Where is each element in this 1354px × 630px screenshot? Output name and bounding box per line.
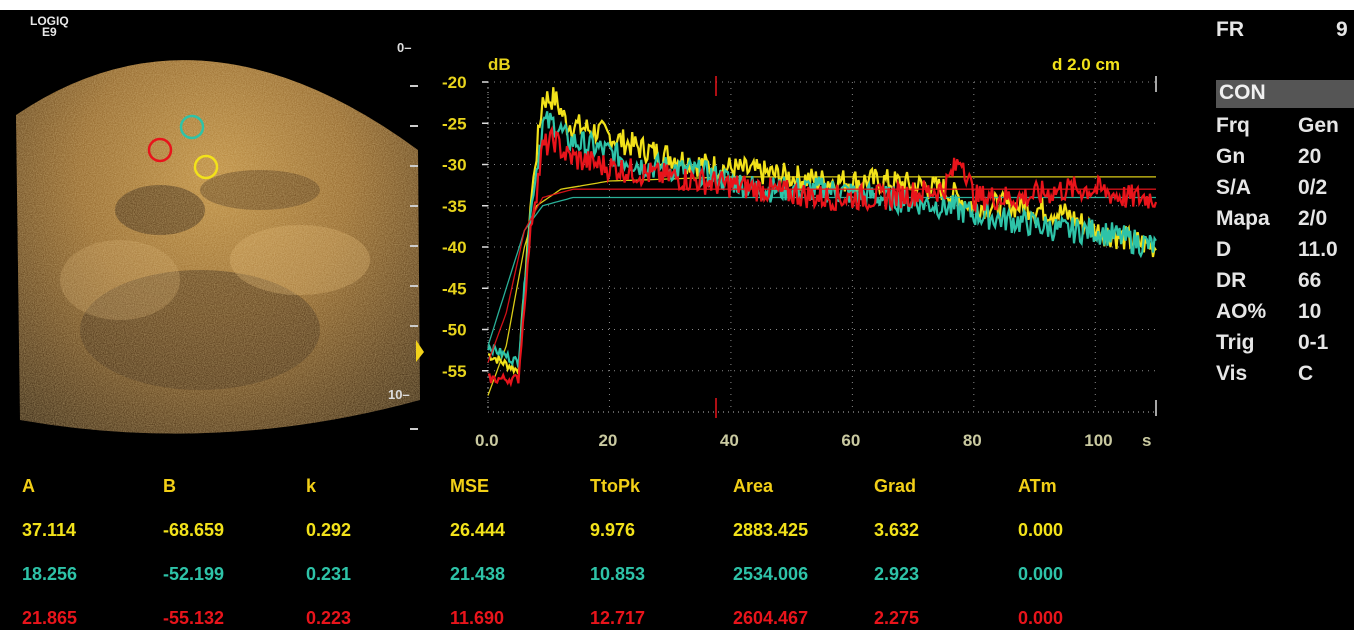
table-cell: 10.853 xyxy=(590,564,646,584)
roi-overlay xyxy=(147,114,219,180)
param-row: AO% 10 xyxy=(1216,300,1321,324)
param-value: 66 xyxy=(1298,269,1322,292)
param-label: Vis xyxy=(1216,362,1248,385)
param-value: C xyxy=(1298,362,1314,385)
param-row: DR 66 xyxy=(1216,269,1321,293)
table-cell: 12.717 xyxy=(590,608,646,628)
table-cell: 26.444 xyxy=(450,520,506,540)
param-value: 20 xyxy=(1298,145,1322,168)
table-cell: 0.231 xyxy=(306,564,352,584)
mode-indicator: CON xyxy=(1216,80,1354,108)
param-label: Trig xyxy=(1216,331,1255,354)
table-cell: 9.976 xyxy=(590,520,636,540)
fit-curve xyxy=(487,176,1156,396)
table-cell: 0.292 xyxy=(306,520,352,540)
raw-curve xyxy=(487,87,1157,375)
y-tick-label: -30 xyxy=(442,156,467,175)
column-header: MSE xyxy=(450,476,490,496)
table-cell: -52.199 xyxy=(163,564,225,584)
column-header: ATm xyxy=(1018,476,1057,496)
y-tick-label: -35 xyxy=(442,197,467,216)
table-cell: 37.114 xyxy=(22,520,77,540)
param-label: Frq xyxy=(1216,114,1250,137)
fit-curve xyxy=(487,188,1156,363)
y-tick-label: -20 xyxy=(442,73,467,92)
param-label: AO% xyxy=(1216,300,1267,323)
device-logo: LOGIQ E9 xyxy=(30,14,69,39)
table-cell: 3.632 xyxy=(874,520,920,540)
column-header: Grad xyxy=(874,476,917,496)
param-row: D 11.0 xyxy=(1216,238,1338,262)
x-tick-label: 80 xyxy=(963,431,982,450)
y-tick-label: -45 xyxy=(442,279,467,298)
x-tick-label: 40 xyxy=(720,431,739,450)
x-tick-label: 60 xyxy=(841,431,860,450)
tic-chart: dB d 2.0 cm s -20 -25 -30 -35 -40 -45 -50 -55 0… xyxy=(442,55,1158,450)
param-value: 0-1 xyxy=(1298,331,1329,354)
table-cell: 21.865 xyxy=(22,608,78,628)
y-axis-ticks: -20 -25 -30 -35 -40 -45 -50 -55 xyxy=(442,73,488,381)
table-cell: 2.275 xyxy=(874,608,920,628)
table-cell: -68.659 xyxy=(163,520,225,540)
x-tick-label: 100 xyxy=(1084,431,1112,450)
y-tick-label: -25 xyxy=(442,114,467,133)
table-cell: 0.000 xyxy=(1018,608,1064,628)
ultrasound-image xyxy=(16,60,424,434)
param-fr: FR 9 xyxy=(1216,18,1348,41)
table-cell: 2883.425 xyxy=(733,520,809,540)
column-header: A xyxy=(22,476,35,496)
table-cell: 21.438 xyxy=(450,564,506,584)
param-value: 10 xyxy=(1298,300,1322,323)
y-tick-label: -50 xyxy=(442,321,467,340)
column-header: TtoPk xyxy=(590,476,641,496)
column-header: B xyxy=(163,476,176,496)
param-row: S/A 0/2 xyxy=(1216,176,1327,200)
table-cell: 2.923 xyxy=(874,564,920,584)
raw-curve xyxy=(487,125,1158,388)
param-row: Vis C xyxy=(1216,362,1313,386)
param-label: Gn xyxy=(1216,145,1246,168)
param-label: S/A xyxy=(1216,176,1252,199)
table-cell: 18.256 xyxy=(22,564,78,584)
table-cell: 0.000 xyxy=(1018,520,1064,540)
chart-ylabel: dB xyxy=(488,55,511,74)
param-row: Trig 0-1 xyxy=(1216,331,1328,355)
table-cell: 0.223 xyxy=(306,608,352,628)
depth-scale-top: 0– xyxy=(397,40,412,55)
param-row: Mapa 2/0 xyxy=(1216,207,1327,231)
chart-annotation: d 2.0 cm xyxy=(1052,55,1120,74)
param-value: 11.0 xyxy=(1298,238,1338,261)
table-cell: 0.000 xyxy=(1018,564,1064,584)
param-value: 0/2 xyxy=(1298,176,1328,199)
param-label: DR xyxy=(1216,269,1247,292)
x-tick-label: 0.0 xyxy=(475,431,499,450)
raw-curve xyxy=(486,111,1157,368)
param-row: Gn 20 xyxy=(1216,145,1321,169)
table-cell: -55.132 xyxy=(163,608,225,628)
table-cell: 2604.467 xyxy=(733,608,809,628)
table-cell: 11.690 xyxy=(450,608,505,628)
column-header: k xyxy=(306,476,317,496)
param-label: D xyxy=(1216,238,1232,261)
roi-red xyxy=(147,137,173,163)
top-border xyxy=(0,0,1354,10)
param-value: Gen xyxy=(1298,114,1339,137)
chart-xlabel: s xyxy=(1142,431,1151,450)
param-value: 2/0 xyxy=(1298,207,1328,230)
table-cell: 2534.006 xyxy=(733,564,809,584)
y-tick-label: -55 xyxy=(442,362,467,381)
x-tick-label: 20 xyxy=(598,431,617,450)
x-axis-ticks: 0.0 20 40 60 80 100 xyxy=(475,431,1113,450)
param-row: Frq Gen xyxy=(1216,114,1339,138)
depth-scale-bottom: 10– xyxy=(388,387,410,402)
chart-series xyxy=(486,87,1158,396)
roi-cyan xyxy=(179,114,205,140)
roi-yellow xyxy=(193,154,219,180)
y-tick-label: -40 xyxy=(442,238,467,257)
column-header: Area xyxy=(733,476,774,496)
param-label: Mapa xyxy=(1216,207,1270,230)
